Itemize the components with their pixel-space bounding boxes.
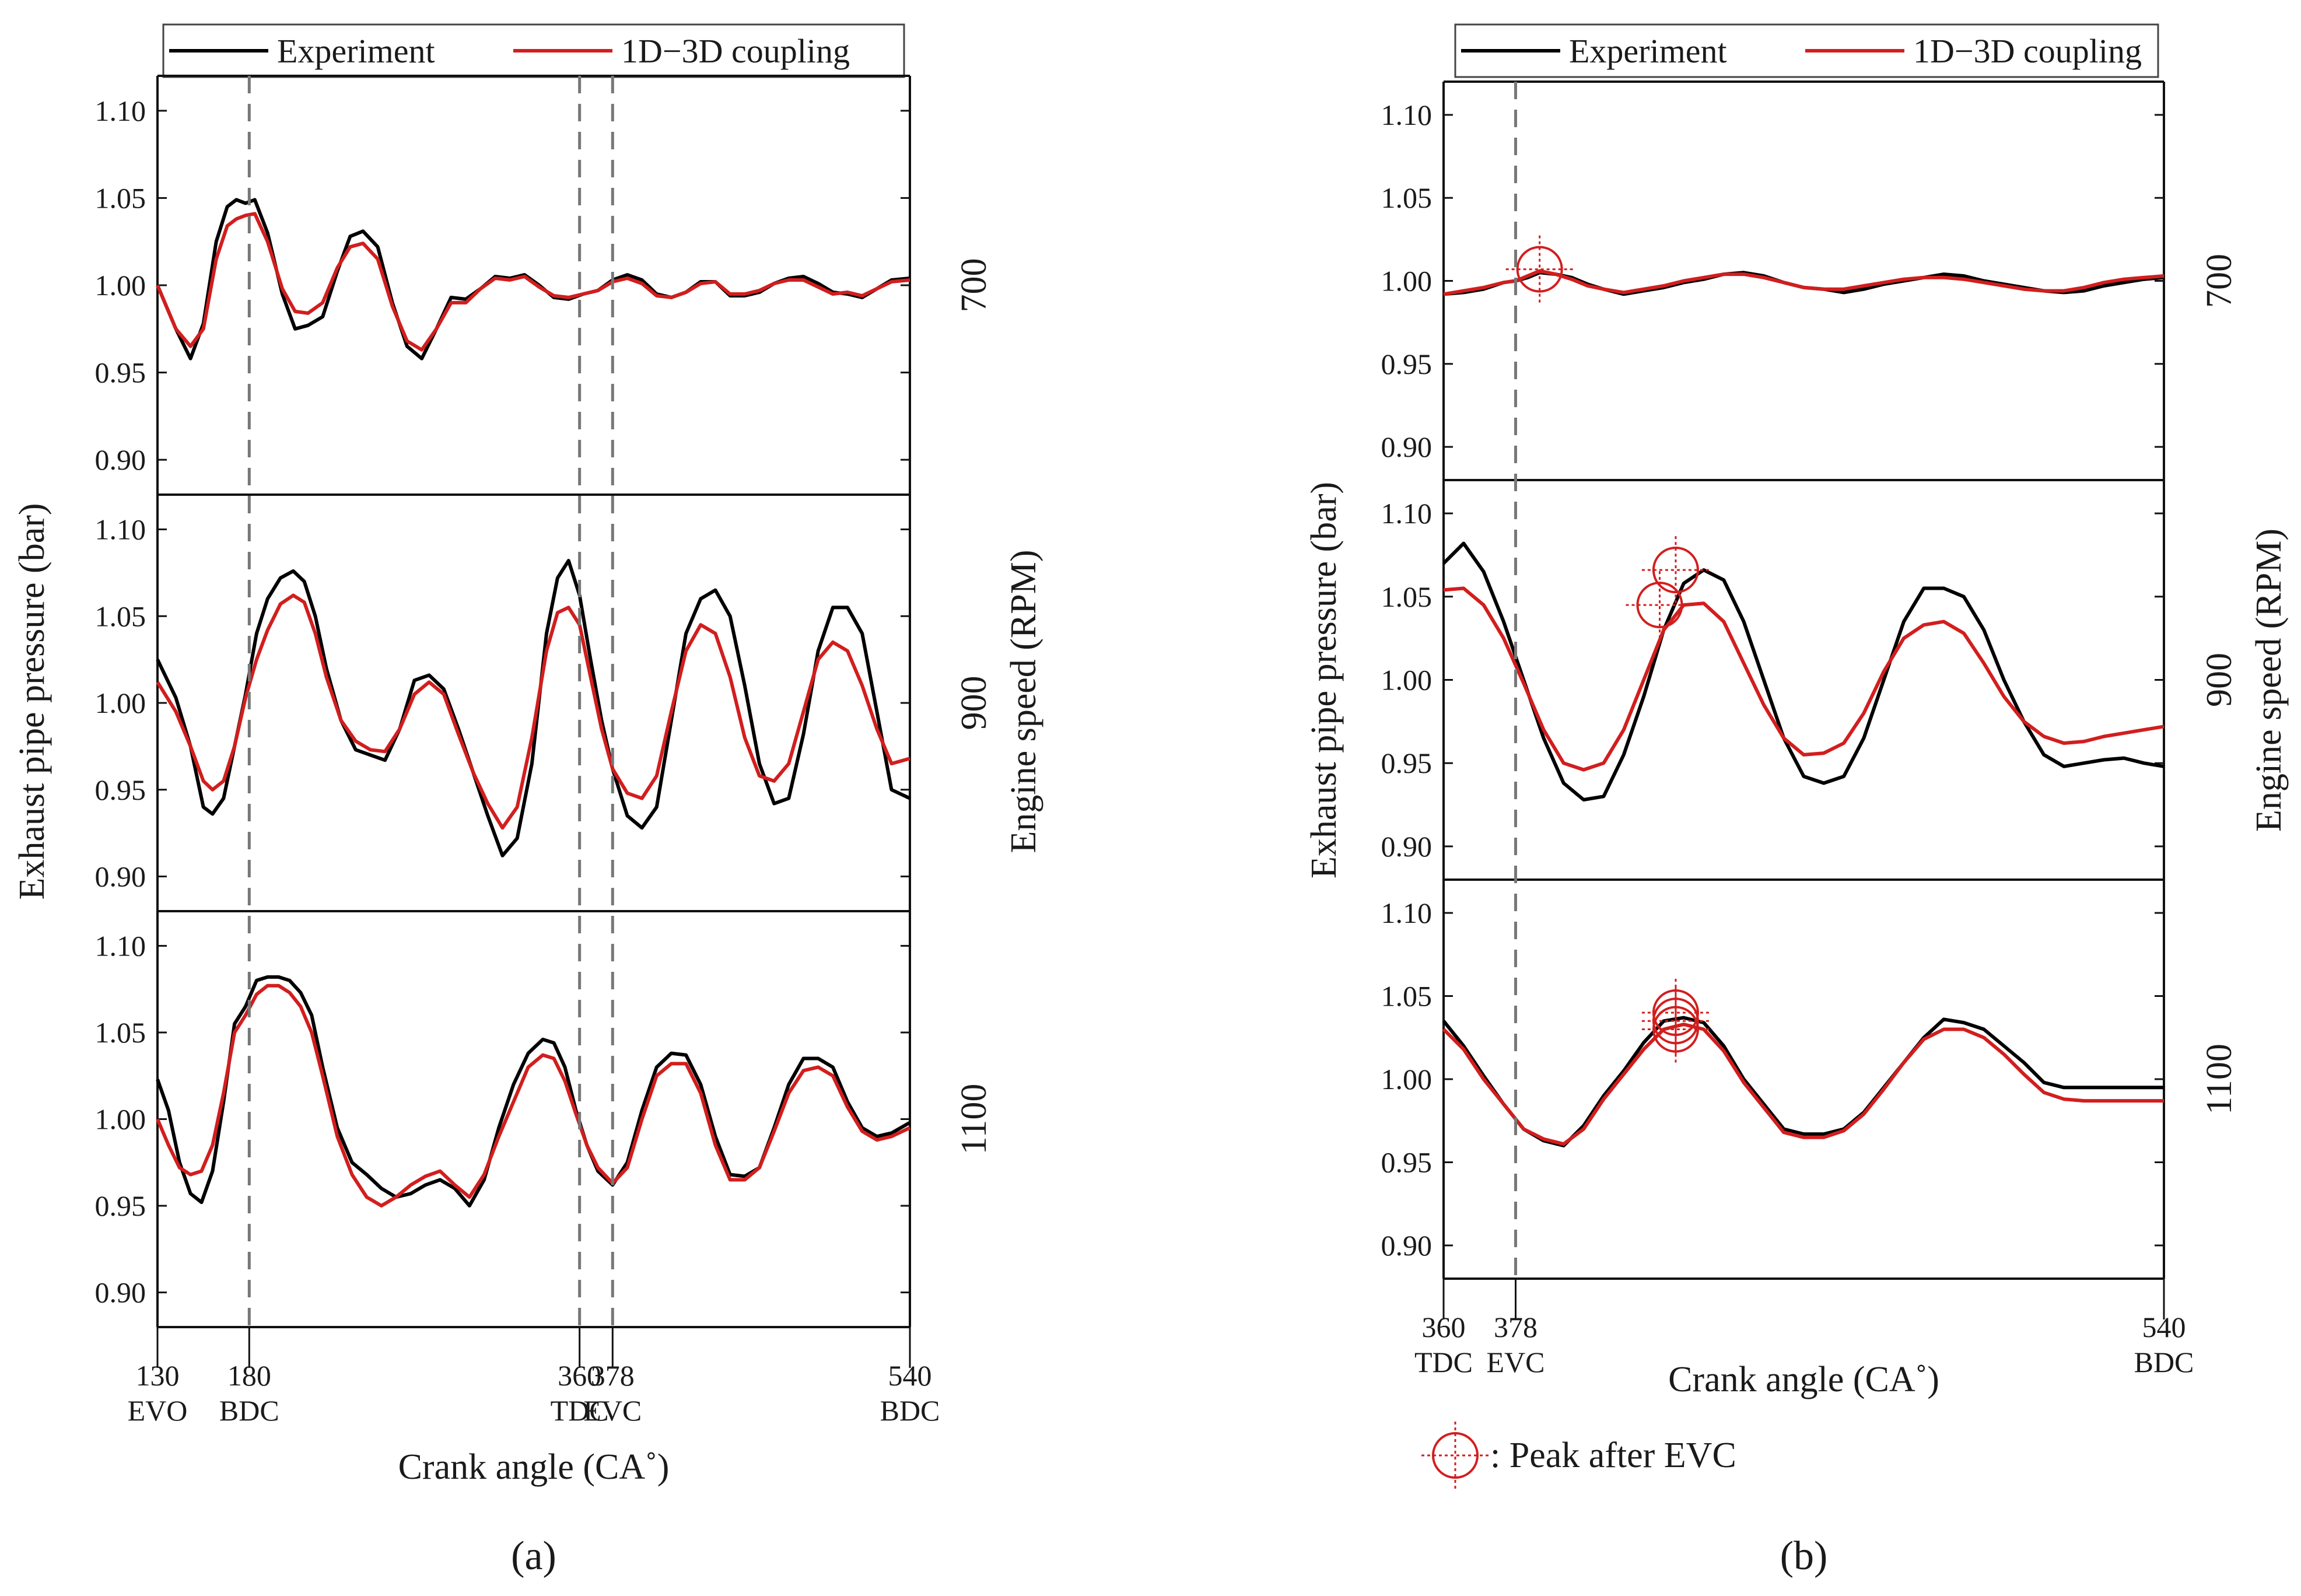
y-tick-label: 0.90	[95, 443, 146, 476]
x-tick-label: 378	[591, 1359, 635, 1392]
series-line-experiment	[156, 559, 911, 858]
legend-label-experiment: Experiment	[277, 32, 435, 70]
rpm-label: 700	[2200, 254, 2239, 308]
y-tick-label: 0.95	[95, 356, 146, 389]
y-tick-label: 1.10	[95, 94, 146, 127]
marker-legend-text: : Peak after EVC	[1490, 1436, 1736, 1475]
y-axis-label: Exhaust pipe pressure (bar)	[1304, 482, 1344, 878]
x-tick-sublabel: EVC	[583, 1394, 642, 1427]
y-tick-label: 1.00	[95, 1103, 146, 1136]
y-tick-label: 1.10	[1381, 897, 1433, 929]
y-tick-label: 1.05	[1381, 980, 1433, 1013]
y-tick-label: 1.05	[1381, 580, 1433, 613]
rpm-label: 1100	[954, 1084, 994, 1155]
x-tick-sublabel: TDC	[1414, 1346, 1473, 1378]
y-tick-label: 0.90	[1381, 830, 1433, 863]
rpm-label: 900	[2200, 653, 2239, 707]
rpm-label: 1100	[2200, 1044, 2239, 1115]
series-line-coupling	[156, 984, 911, 1208]
y-tick-label: 0.95	[1381, 348, 1433, 380]
y-tick-label: 0.95	[1381, 1146, 1433, 1179]
x-tick-sublabel: EVO	[128, 1394, 188, 1427]
panel-b: Experiment 1D−3D coupling 0.90 0.95 1.00 1.05…	[1304, 23, 2289, 1578]
x-axis-label: Crank angle (CA˚)	[1668, 1360, 1939, 1399]
x-tick-label: 378	[1494, 1311, 1537, 1343]
y-tick-label: 0.95	[95, 1189, 146, 1222]
y-tick-label: 1.00	[1381, 664, 1433, 696]
row-700: 0.90 0.95 1.00 1.05 1.10 700	[95, 75, 994, 495]
series-line-coupling	[1442, 1023, 2164, 1146]
y-tick-label: 1.10	[1381, 497, 1433, 530]
row-900: 0.90 0.95 1.00 1.05 1.10 900	[1381, 479, 2239, 880]
y-tick-label: 0.95	[1381, 747, 1433, 779]
y-tick-label: 1.05	[95, 181, 146, 214]
y-tick-label: 1.00	[1381, 265, 1433, 298]
y-tick-label: 1.05	[1381, 181, 1433, 214]
y-axis-label: Exhaust pipe pressure (bar)	[12, 503, 52, 900]
right-axis-label: Engine speed (RPM)	[1004, 550, 1043, 853]
row-1100: 0.90 0.95 1.00 1.05 1.10 1100	[95, 910, 994, 1328]
series-line-coupling	[1443, 269, 2165, 296]
y-tick-label: 0.90	[95, 1276, 146, 1309]
x-tick-label: 360	[1422, 1311, 1466, 1343]
panel-label: (b)	[1780, 1534, 1828, 1578]
x-tick-sublabel: BDC	[219, 1394, 279, 1427]
y-tick-label: 1.10	[1381, 99, 1433, 131]
y-tick-label: 1.10	[95, 929, 146, 962]
legend-label-coupling: 1D−3D coupling	[621, 32, 850, 70]
panel-a: Experiment 1D−3D coupling 0.90 0.95 1.00 1.05…	[12, 23, 1043, 1578]
row-1100: 0.90 0.95 1.00 1.05 1.10 1100	[1381, 878, 2239, 1280]
legend-label-coupling: 1D−3D coupling	[1913, 32, 2142, 70]
series-line-coupling	[156, 212, 910, 352]
row-900: 0.90 0.95 1.00 1.05 1.10 900	[95, 494, 994, 911]
x-tick-label: 360	[558, 1359, 601, 1392]
y-tick-label: 1.00	[1381, 1063, 1433, 1096]
legend-label-experiment: Experiment	[1569, 32, 1727, 70]
y-tick-label: 1.05	[95, 1016, 146, 1049]
x-axis-label: Crank angle (CA˚)	[398, 1447, 670, 1487]
y-tick-label: 0.95	[95, 774, 146, 806]
x-tick-sublabel: EVC	[1487, 1346, 1545, 1378]
x-tick-sublabel: TDC	[551, 1394, 609, 1427]
x-tick-label: 540	[2142, 1311, 2186, 1343]
row-700: 0.90 0.95 1.00 1.05 1.10 700	[1381, 80, 2239, 480]
peak-marker	[1626, 571, 1694, 639]
y-tick-label: 1.00	[95, 687, 146, 719]
y-tick-label: 0.90	[1381, 430, 1433, 463]
panel-label: (a)	[511, 1534, 556, 1578]
x-tick-label: 540	[888, 1359, 932, 1392]
x-tick-sublabel: BDC	[2134, 1346, 2194, 1378]
y-tick-label: 1.00	[95, 269, 146, 302]
series-line-coupling	[1443, 586, 2165, 772]
marker-legend: : Peak after EVC	[1421, 1422, 1736, 1489]
x-tick-label: 130	[136, 1359, 180, 1392]
x-tick-sublabel: BDC	[880, 1394, 940, 1427]
series-line-experiment	[1442, 541, 2165, 802]
x-tick-label: 180	[227, 1359, 271, 1392]
series-line-coupling	[156, 593, 910, 830]
rpm-label: 900	[954, 676, 994, 730]
y-tick-label: 0.90	[1381, 1229, 1433, 1262]
y-tick-label: 1.05	[95, 600, 146, 632]
rpm-label: 700	[954, 258, 994, 313]
peak-marker	[1641, 536, 1710, 604]
peak-marker	[1641, 995, 1710, 1063]
y-tick-label: 0.90	[95, 860, 146, 893]
y-tick-label: 1.10	[95, 513, 146, 546]
peak-marker	[1505, 235, 1574, 303]
right-axis-label: Engine speed (RPM)	[2249, 528, 2289, 832]
